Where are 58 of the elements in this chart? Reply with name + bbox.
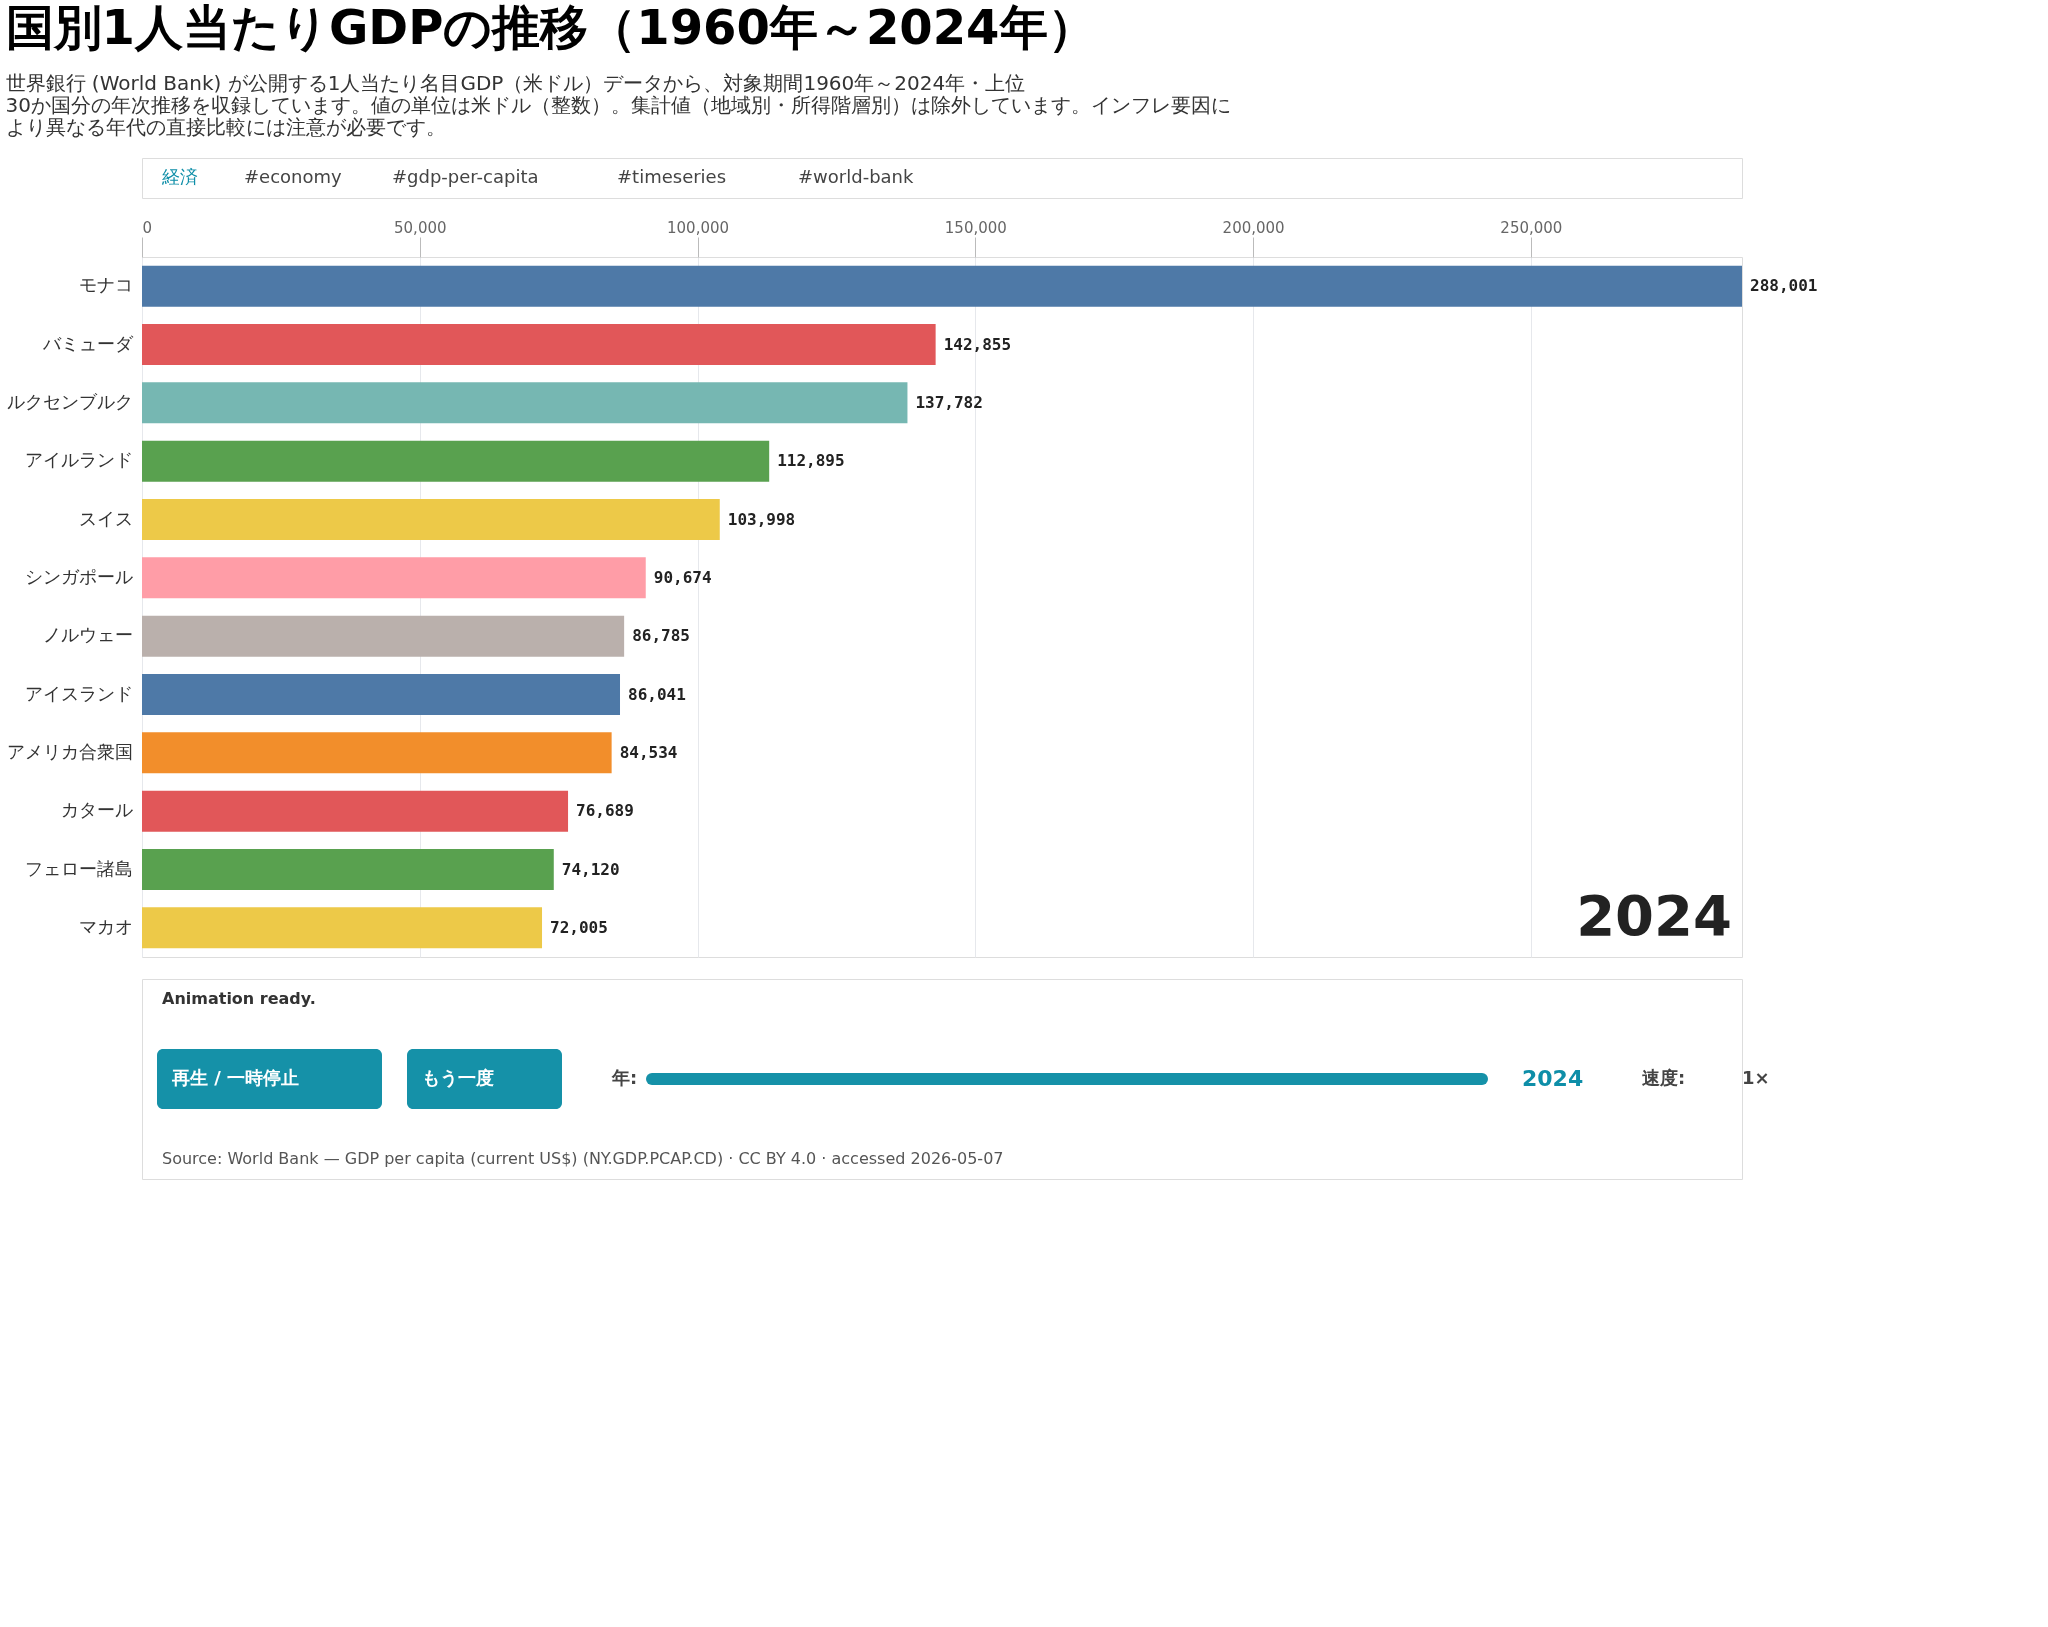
data-label: 84,534 — [619, 742, 678, 762]
y-tick-label: モナコ — [78, 274, 133, 296]
chart-title: 国別1人当たりGDPの推移（1960年～2024年） — [5, 0, 1096, 55]
bar — [142, 790, 569, 832]
bar — [142, 907, 543, 949]
bar — [142, 557, 646, 599]
x-tick-label: 150,000 — [944, 218, 1007, 237]
text: #economy — [244, 166, 343, 187]
data-label: 103,998 — [727, 509, 796, 529]
y-tick-label: アメリカ合衆国 — [6, 740, 133, 762]
y-tick-label: カタール — [60, 799, 133, 821]
x-tick-label: 200,000 — [1222, 218, 1285, 237]
bar — [142, 499, 720, 540]
text: 経済 — [161, 166, 198, 187]
x-tick-label: 250,000 — [1500, 218, 1563, 237]
y-tick-label: シンガポール — [24, 565, 133, 587]
bar — [142, 849, 554, 890]
y-tick-label: アイルランド — [24, 449, 133, 471]
data-label: 86,041 — [628, 684, 686, 704]
source-note: Source: World Bank — GDP per capita (current US$) (NY.GDP.PCAP.CD) · CC BY 4.0 · accessed 2026-05-07 — [162, 1149, 1004, 1168]
bar — [142, 674, 620, 715]
data-label: 76,689 — [576, 801, 634, 821]
data-label: 288,001 — [1750, 276, 1818, 296]
text: Animation ready. — [162, 989, 316, 1008]
text: もう一度 — [422, 1067, 494, 1088]
x-tick-label: 100,000 — [667, 218, 730, 237]
bar — [142, 265, 1742, 307]
data-label: 137,782 — [915, 392, 983, 412]
text: #world-bank — [798, 166, 914, 187]
text: #timeseries — [617, 166, 727, 187]
text: #gdp-per-capita — [392, 166, 539, 187]
text: 再生 / 一時停止 — [171, 1067, 300, 1088]
data-label: 86,785 — [632, 626, 690, 646]
y-tick-label: アイスランド — [24, 682, 133, 704]
bar — [142, 382, 908, 424]
y-tick-label: マカオ — [78, 915, 133, 937]
data-label: 142,855 — [943, 334, 1012, 354]
data-label: 74,120 — [561, 859, 620, 879]
text: 年: — [611, 1067, 638, 1088]
y-tick-label: スイス — [78, 507, 133, 529]
y-tick-label: フェロー諸島 — [24, 857, 133, 879]
text: 速度: — [1642, 1067, 1686, 1088]
annotation: 2024 — [1576, 883, 1732, 948]
bar — [142, 615, 625, 657]
bar — [142, 732, 612, 774]
bar — [142, 440, 770, 482]
x-tick-label: 50,000 — [394, 218, 447, 237]
data-label: 112,895 — [777, 451, 845, 471]
y-tick-label: ノルウェー — [42, 624, 133, 646]
text: 2024 — [1522, 1066, 1584, 1091]
y-tick-label: バミューダ — [41, 332, 134, 354]
data-label: 90,674 — [653, 567, 712, 587]
y-tick-label: ルクセンブルク — [6, 390, 133, 412]
chart-subtitle: 世界銀行 (World Bank) が公開する1人当たり名目GDP（米ドル）データから、対象期間1960年～2024年・上位30か国分の年次推移を収録しています。値の単位は米ドル（整数）。集計値（地域別・所得階層別）は除外しています。インフレ要因により異なる年代の直接比較には注意が必要です。 — [5, 70, 1231, 139]
data-label: 72,005 — [550, 917, 608, 937]
bar — [142, 324, 936, 365]
x-tick-label: 0 — [142, 218, 153, 237]
text: 1× — [1742, 1067, 1770, 1088]
